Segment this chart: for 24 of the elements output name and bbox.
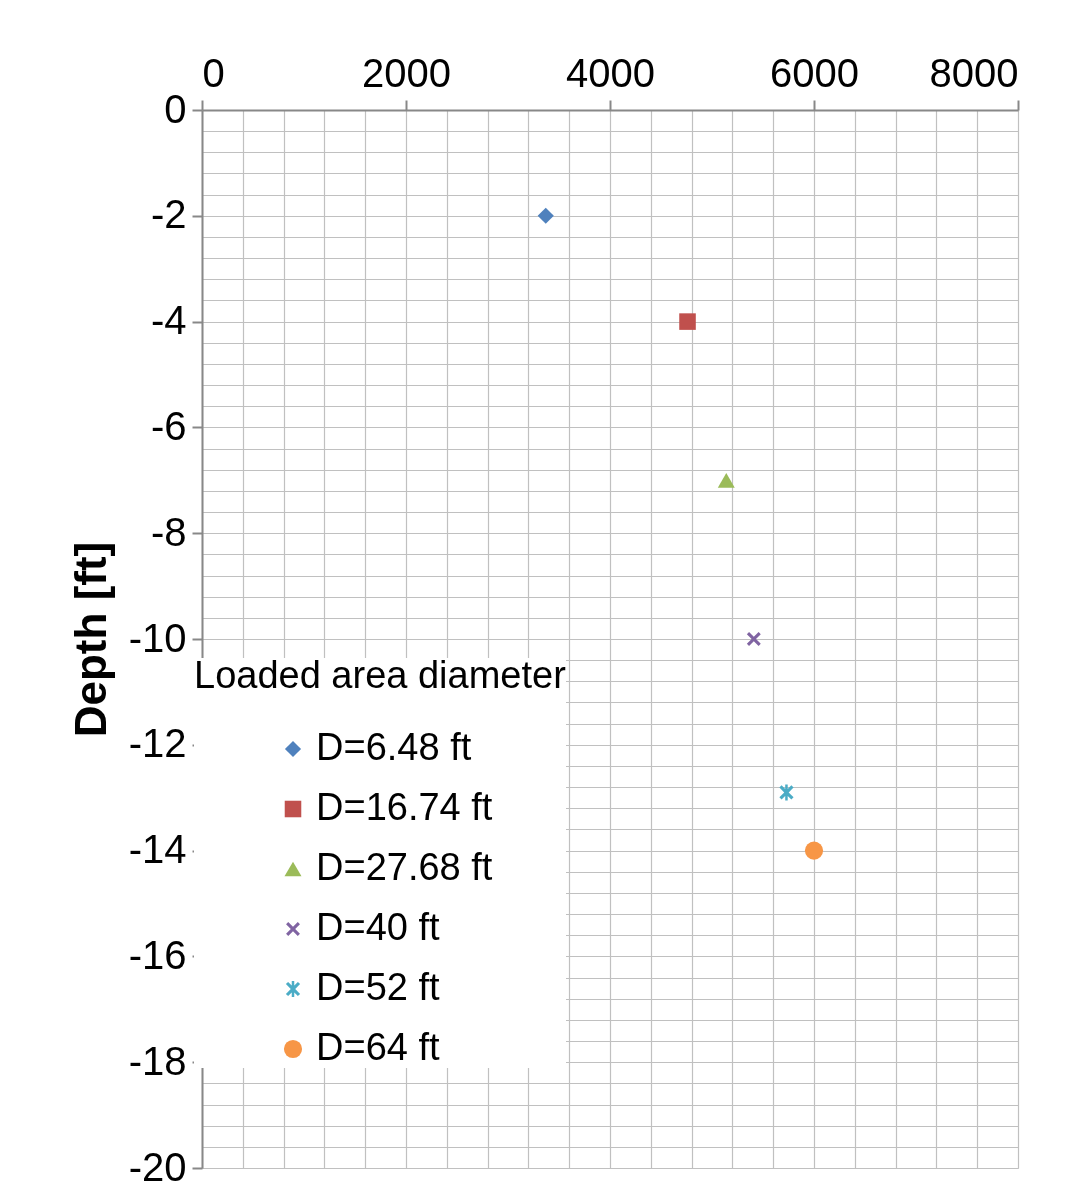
legend-label: D=6.48 ft bbox=[316, 726, 472, 768]
y-tick-label: -8 bbox=[150, 509, 187, 554]
y-tick-label: -20 bbox=[128, 1144, 187, 1189]
y-axis-title: Depth [ft] bbox=[65, 541, 115, 738]
y-tick-label: -10 bbox=[128, 615, 187, 660]
x-tick-label: 0 bbox=[202, 50, 225, 95]
y-tick-label: 0 bbox=[164, 86, 187, 131]
y-tick-label: -18 bbox=[128, 1038, 187, 1083]
legend-label: D=16.74 ft bbox=[316, 786, 493, 828]
y-tick-label: -12 bbox=[128, 721, 187, 766]
legend-label: D=64 ft bbox=[316, 1026, 441, 1068]
x-tick-label: 8000 bbox=[929, 50, 1019, 95]
y-tick-label: -16 bbox=[128, 932, 187, 977]
legend-label: D=52 ft bbox=[316, 966, 441, 1008]
y-tick-label: -6 bbox=[150, 403, 187, 448]
x-tick-label: 2000 bbox=[362, 50, 451, 95]
x-tick-label: 6000 bbox=[770, 50, 859, 95]
y-tick-label: -2 bbox=[150, 192, 187, 237]
legend-title: Loaded area diameter bbox=[194, 654, 567, 696]
y-tick-label: -14 bbox=[128, 827, 187, 872]
x-tick-label: 4000 bbox=[566, 50, 655, 95]
legend-label: D=40 ft bbox=[316, 906, 441, 948]
y-tick-label: -4 bbox=[150, 298, 187, 343]
legend-label: D=27.68 ft bbox=[316, 846, 493, 888]
